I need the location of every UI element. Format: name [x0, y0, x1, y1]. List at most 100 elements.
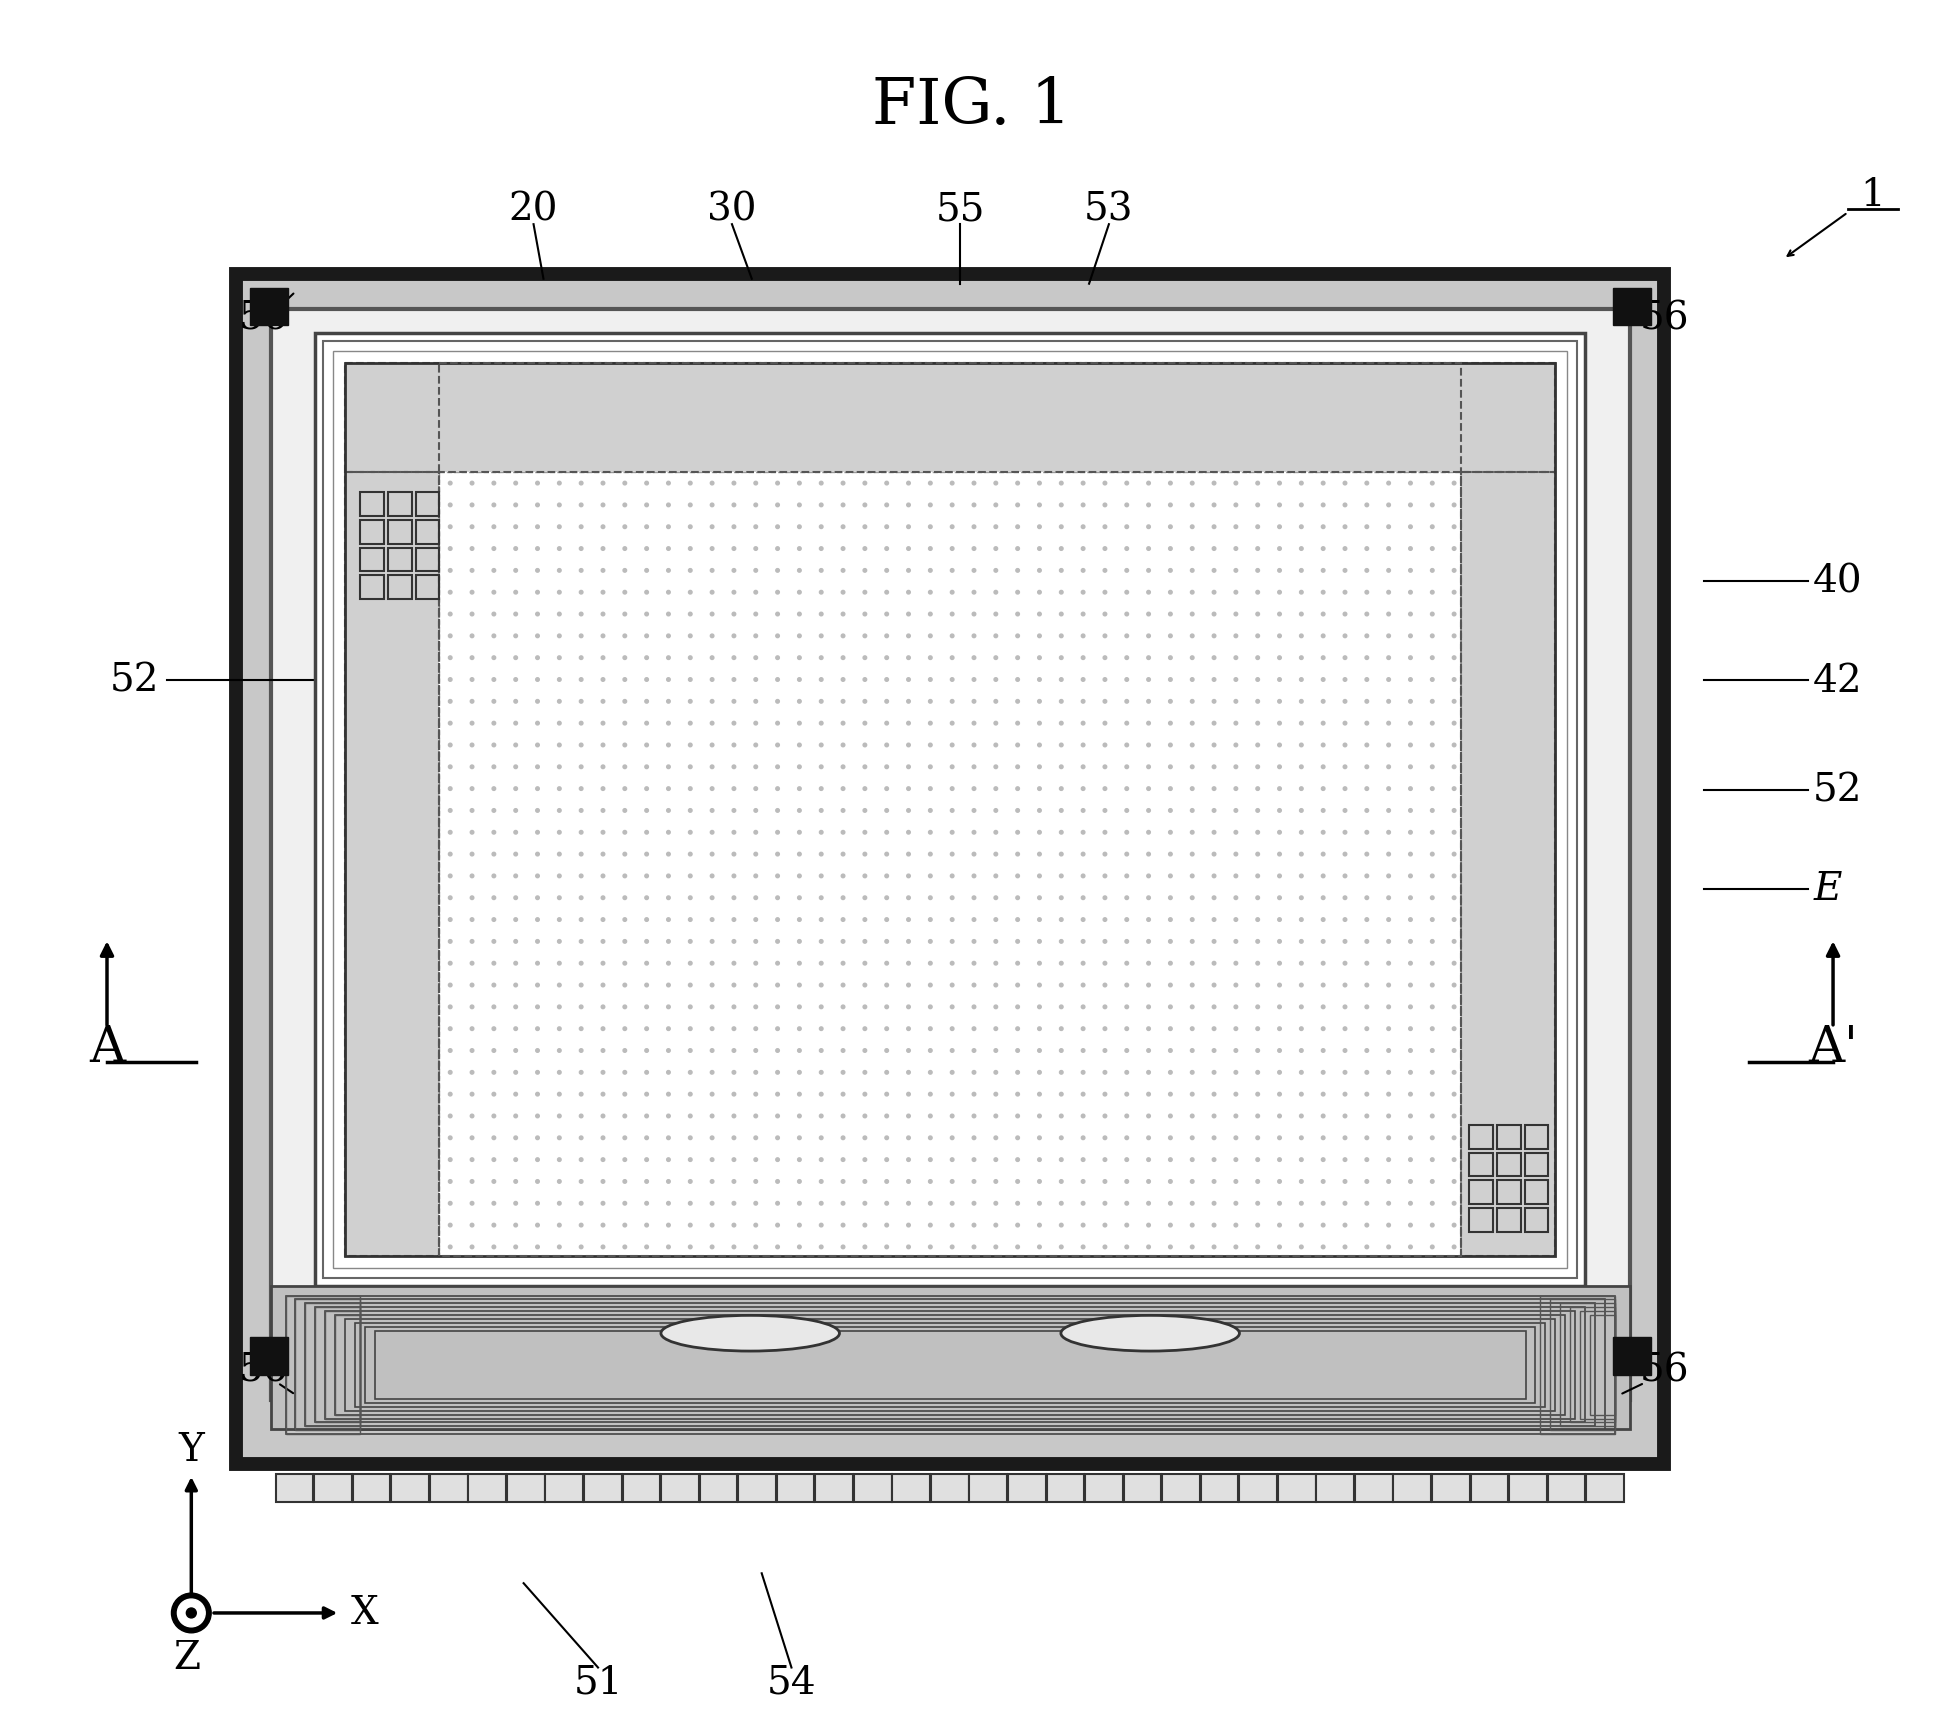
Circle shape — [1453, 525, 1457, 530]
Circle shape — [731, 481, 735, 485]
Circle shape — [1299, 481, 1303, 485]
Circle shape — [1278, 940, 1282, 944]
Circle shape — [1344, 570, 1346, 573]
Circle shape — [558, 1070, 560, 1074]
Circle shape — [864, 634, 867, 639]
Circle shape — [1124, 961, 1128, 965]
Circle shape — [1344, 525, 1346, 530]
Circle shape — [1453, 591, 1457, 594]
Circle shape — [1387, 809, 1391, 812]
Circle shape — [513, 766, 517, 769]
Circle shape — [951, 1179, 953, 1183]
Circle shape — [1321, 788, 1325, 792]
Circle shape — [776, 613, 780, 617]
Circle shape — [1430, 722, 1433, 726]
Circle shape — [1430, 525, 1433, 530]
Bar — [315, 1474, 352, 1502]
Circle shape — [449, 481, 451, 485]
Circle shape — [994, 897, 998, 901]
Circle shape — [776, 940, 780, 944]
Circle shape — [601, 743, 605, 746]
Circle shape — [449, 788, 451, 792]
Circle shape — [797, 918, 801, 921]
Circle shape — [1233, 809, 1237, 812]
Circle shape — [535, 809, 539, 812]
Circle shape — [1365, 1245, 1369, 1249]
Circle shape — [622, 613, 626, 617]
Circle shape — [994, 809, 998, 812]
Circle shape — [731, 700, 735, 703]
Bar — [360, 492, 383, 516]
Circle shape — [1015, 1202, 1019, 1205]
Circle shape — [1233, 1115, 1237, 1119]
Circle shape — [776, 504, 780, 507]
Circle shape — [1039, 852, 1041, 856]
Circle shape — [842, 831, 844, 835]
Circle shape — [1103, 634, 1107, 639]
Circle shape — [842, 897, 844, 901]
Circle shape — [1015, 1050, 1019, 1053]
Circle shape — [755, 961, 757, 965]
Circle shape — [1365, 591, 1369, 594]
Circle shape — [797, 1136, 801, 1140]
Circle shape — [449, 1093, 451, 1096]
Circle shape — [471, 722, 475, 726]
Circle shape — [1212, 547, 1216, 551]
Circle shape — [1060, 1159, 1064, 1162]
Circle shape — [1190, 743, 1194, 746]
Circle shape — [819, 570, 823, 573]
Circle shape — [951, 897, 953, 901]
Circle shape — [689, 1115, 692, 1119]
Circle shape — [580, 1115, 584, 1119]
Circle shape — [558, 1223, 560, 1228]
Circle shape — [1278, 700, 1282, 703]
Circle shape — [535, 788, 539, 792]
Circle shape — [471, 1093, 475, 1096]
Circle shape — [1387, 656, 1391, 660]
Circle shape — [797, 831, 801, 835]
Circle shape — [471, 679, 475, 682]
Circle shape — [622, 656, 626, 660]
Circle shape — [601, 961, 605, 965]
Circle shape — [994, 1179, 998, 1183]
Circle shape — [776, 547, 780, 551]
Circle shape — [1081, 481, 1085, 485]
Circle shape — [1344, 940, 1346, 944]
Circle shape — [1453, 1006, 1457, 1010]
Circle shape — [1103, 743, 1107, 746]
Bar — [739, 1474, 776, 1502]
Circle shape — [513, 1245, 517, 1249]
Circle shape — [601, 918, 605, 921]
Text: 53: 53 — [1083, 192, 1134, 229]
Circle shape — [1039, 875, 1041, 878]
Bar — [1393, 1474, 1432, 1502]
Circle shape — [449, 570, 451, 573]
Circle shape — [646, 1136, 648, 1140]
Circle shape — [864, 1202, 867, 1205]
Circle shape — [710, 788, 714, 792]
Circle shape — [1124, 481, 1128, 485]
Circle shape — [1233, 1136, 1237, 1140]
Circle shape — [558, 852, 560, 856]
Circle shape — [710, 1245, 714, 1249]
Circle shape — [1081, 1136, 1085, 1140]
Circle shape — [1190, 1179, 1194, 1183]
Circle shape — [1212, 722, 1216, 726]
Circle shape — [1124, 766, 1128, 769]
Circle shape — [492, 504, 496, 507]
Circle shape — [1321, 591, 1325, 594]
Circle shape — [492, 1050, 496, 1053]
Circle shape — [731, 766, 735, 769]
Circle shape — [755, 1245, 757, 1249]
Circle shape — [864, 743, 867, 746]
Circle shape — [1408, 918, 1412, 921]
Circle shape — [492, 1027, 496, 1031]
Circle shape — [1453, 1245, 1457, 1249]
Circle shape — [1060, 1050, 1064, 1053]
Circle shape — [1015, 875, 1019, 878]
Circle shape — [492, 1006, 496, 1010]
Circle shape — [1233, 1027, 1237, 1031]
Bar — [416, 521, 440, 544]
Circle shape — [471, 1159, 475, 1162]
Circle shape — [1365, 1027, 1369, 1031]
